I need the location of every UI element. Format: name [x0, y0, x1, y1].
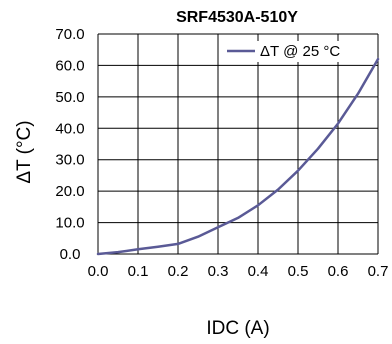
- x-tick-label: 0.2: [168, 263, 189, 280]
- y-tick-label: 20.0: [55, 183, 84, 200]
- y-axis-label: ΔT (°C): [14, 120, 35, 183]
- series-line: [96, 57, 380, 256]
- y-tick-label: 10.0: [55, 215, 84, 232]
- x-tick-label: 0.7: [368, 263, 389, 280]
- x-tick-label: 0.1: [128, 263, 149, 280]
- x-tick-label: 0.5: [288, 263, 309, 280]
- legend-label: ΔT @ 25 °C: [260, 43, 340, 60]
- y-tick-labels: 0.0 10.0 20.0 30.0 40.0 50.0 60.0 70.0: [55, 26, 84, 263]
- x-tick-label: 0.6: [328, 263, 349, 280]
- legend: ΔT @ 25 °C: [222, 41, 347, 62]
- x-axis-label: IDC (A): [206, 318, 269, 339]
- legend-background: [222, 41, 347, 62]
- series-layer: [96, 57, 380, 256]
- chart-title: SRF4530A-510Y: [176, 9, 298, 26]
- y-tick-label: 60.0: [55, 57, 84, 74]
- y-tick-label: 30.0: [55, 152, 84, 169]
- y-tick-label: 70.0: [55, 26, 84, 43]
- y-tick-label: 40.0: [55, 120, 84, 137]
- grid: [97, 33, 379, 255]
- x-tick-label: 0.4: [248, 263, 269, 280]
- x-tick-label: 0.3: [208, 263, 229, 280]
- x-tick-labels: 0.0 0.1 0.2 0.3 0.4 0.5 0.6 0.7: [88, 263, 389, 280]
- x-tick-label: 0.0: [88, 263, 109, 280]
- y-tick-label: 50.0: [55, 89, 84, 106]
- y-tick-label: 0.0: [60, 246, 81, 263]
